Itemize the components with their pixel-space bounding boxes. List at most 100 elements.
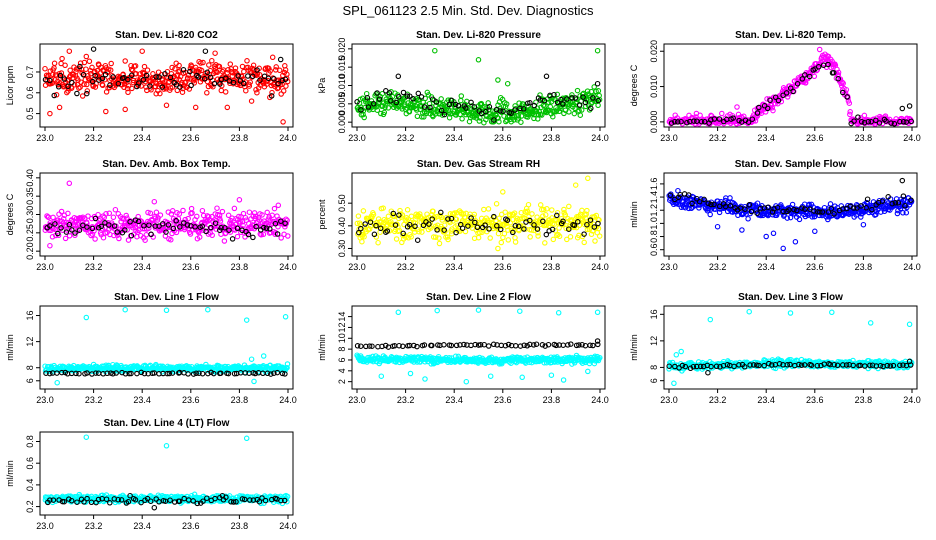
data-point [103,211,109,217]
y-tick-label: 0.25 [25,224,35,242]
data-point [583,215,589,221]
data-point [504,223,510,230]
data-point [166,370,173,377]
data-point [568,341,574,347]
data-point [63,229,70,235]
data-point [575,219,581,225]
data-point [690,363,697,370]
data-point [554,212,560,219]
outlier-point [212,50,218,56]
data-point [129,85,135,92]
data-point [211,80,218,87]
data-point [802,80,809,86]
data-point [549,207,555,213]
data-point [373,91,379,97]
data-point [667,192,674,199]
plot-frame [351,305,606,390]
data-point [369,343,375,349]
y-tick-label: 14 [337,312,347,322]
data-point [867,362,873,369]
data-point [697,363,704,370]
data-point [770,107,776,114]
data-point [107,67,114,73]
data-point [765,204,772,210]
data-point [778,98,785,105]
data-point [209,232,215,239]
outlier-point [395,73,402,80]
data-point [242,370,249,376]
data-point [529,211,535,217]
x-tick-label: 23.2 [85,133,103,143]
data-point [430,234,437,240]
data-point [128,232,135,239]
data-point [535,233,541,239]
data-point [217,218,224,224]
data-point [701,196,707,203]
data-point [426,221,432,227]
data-point [827,201,834,207]
data-point [799,76,806,82]
data-point [772,94,779,101]
data-point [477,230,483,236]
data-point [754,210,760,216]
data-point [42,65,48,72]
data-point [554,209,561,216]
data-point [486,226,492,232]
data-point [745,119,752,125]
outlier-point [260,353,267,359]
data-point [231,370,238,377]
outlier-point [463,378,470,385]
data-point [502,209,508,215]
data-point [392,222,399,228]
y-tick-label: 0.20 [25,242,35,260]
data-point [495,230,502,237]
data-point [411,226,417,232]
data-point [113,370,119,376]
data-point [400,343,406,350]
data-point [584,207,590,214]
data-point [590,95,596,101]
data-point [207,74,214,81]
x-tick-label: 24.0 [591,262,609,272]
data-point [354,99,360,105]
data-point [756,104,762,111]
data-point [825,209,832,215]
data-point [396,212,402,218]
data-point [216,63,223,70]
data-point [900,118,907,125]
outlier-point [163,307,170,314]
data-point [47,223,53,229]
data-point [58,225,64,231]
outlier-point [517,308,523,314]
data-point [553,342,559,349]
outlier-point [673,352,680,358]
data-point [185,75,191,82]
y-tick-label: 1.0 [649,217,659,230]
data-point [512,239,519,245]
data-point [520,106,527,112]
data-point [711,201,717,208]
data-point [540,206,547,213]
outlier-point [47,110,53,117]
data-point [831,361,837,368]
data-point [177,73,184,80]
y-tick-label: 6 [25,378,35,383]
data-point [711,116,718,122]
data-point [159,84,166,90]
data-point [784,215,791,221]
data-point [846,100,853,106]
data-point [193,370,199,377]
data-point [864,196,871,202]
data-point [385,105,392,111]
data-point [69,227,75,233]
data-point [72,232,78,239]
data-point [99,75,106,82]
outlier-point [899,177,906,184]
data-point [446,354,453,361]
data-point [396,227,403,234]
data-point [108,60,114,67]
data-point [84,90,90,97]
data-point [491,213,497,220]
x-tick-label: 23.6 [806,133,824,143]
